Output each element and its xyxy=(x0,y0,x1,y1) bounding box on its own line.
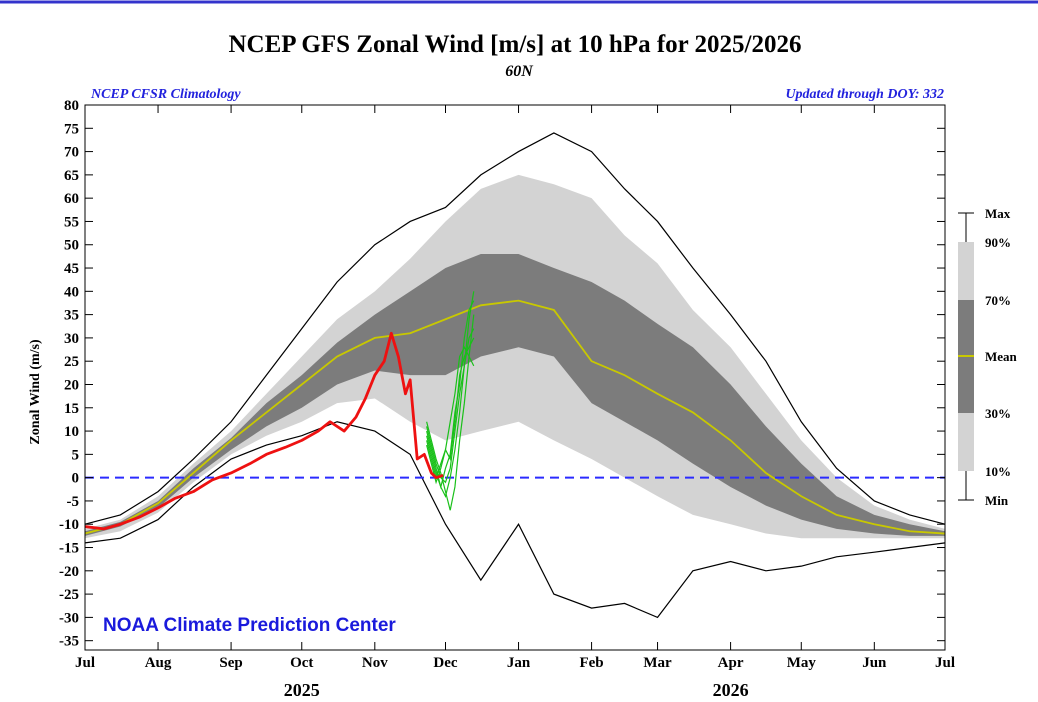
y-tick-label: 35 xyxy=(64,308,79,324)
y-tick-label: 0 xyxy=(72,471,80,487)
y-tick-label: -10 xyxy=(59,517,79,533)
legend-label: Mean xyxy=(985,349,1018,364)
y-tick-label: 60 xyxy=(64,191,79,207)
x-tick-label: Apr xyxy=(718,655,744,671)
climatology-bands xyxy=(85,174,945,539)
legend-10-swatch xyxy=(958,413,974,471)
x-tick-label: Jan xyxy=(507,655,531,671)
data-lines xyxy=(84,132,946,619)
y-tick-label: 65 xyxy=(64,168,79,184)
x-tick-label: Jun xyxy=(862,655,887,671)
noaa-watermark: NOAA Climate Prediction Center xyxy=(103,615,396,636)
legend-90-swatch xyxy=(958,242,974,300)
legend-label: 30% xyxy=(985,406,1011,421)
y-tick-label: -35 xyxy=(59,634,79,650)
legend-label: 70% xyxy=(985,293,1011,308)
x-tick-label: May xyxy=(787,655,817,671)
forecast-member-3 xyxy=(426,314,475,511)
y-tick-label: 15 xyxy=(64,401,79,417)
x-tick-label: Jul xyxy=(75,655,95,671)
band-30-70 xyxy=(85,254,945,536)
y-tick-label: 45 xyxy=(64,261,79,277)
y-axis-label: Zonal Wind (m/s) xyxy=(28,339,43,445)
y-axis: 80757065605550454035302520151050-5-10-15… xyxy=(59,98,945,650)
y-tick-label: 10 xyxy=(64,424,79,440)
forecast-member-2 xyxy=(426,345,475,480)
chart-title: NCEP GFS Zonal Wind [m/s] at 10 hPa for … xyxy=(229,31,802,58)
y-tick-label: 20 xyxy=(64,377,79,393)
year-label: 2025 xyxy=(284,680,320,700)
forecast-member-5 xyxy=(426,328,475,484)
y-tick-label: -20 xyxy=(59,564,79,580)
legend-label: Min xyxy=(985,493,1009,508)
y-tick-label: 5 xyxy=(72,447,80,463)
y-tick-label: 40 xyxy=(64,284,79,300)
updated-note: Updated through DOY: 332 xyxy=(785,87,944,102)
y-tick-label: -15 xyxy=(59,541,79,557)
x-tick-label: Dec xyxy=(433,655,457,671)
y-tick-label: 75 xyxy=(64,121,79,137)
legend-label: 90% xyxy=(985,235,1011,250)
plot-frame xyxy=(84,104,946,651)
x-tick-label: Feb xyxy=(579,655,603,671)
x-axis: Jul Aug Sep Oct Nov Dec Jan Feb Mar Apr May Jun Jul 2… xyxy=(75,105,955,700)
y-tick-label: 50 xyxy=(64,238,79,254)
max-line xyxy=(84,132,946,525)
mean-line xyxy=(84,299,946,535)
x-tick-label: Oct xyxy=(290,655,313,671)
climatology-note: NCEP CFSR Climatology xyxy=(90,87,241,102)
y-tick-label: 25 xyxy=(64,354,79,370)
x-tick-label: Mar xyxy=(643,655,672,671)
y-tick-label: 55 xyxy=(64,214,79,230)
y-tick-label: -5 xyxy=(67,494,80,510)
chart-subtitle: 60N xyxy=(505,63,534,80)
x-tick-label: Jul xyxy=(935,655,955,671)
observed-line xyxy=(84,331,444,531)
y-tick-label: -25 xyxy=(59,587,79,603)
year-label: 2026 xyxy=(713,680,749,700)
legend-label: Max xyxy=(985,206,1011,221)
y-tick-label: 70 xyxy=(64,145,79,161)
legend: Max 90% 70% Mean 30% 10% Min xyxy=(958,206,1018,508)
x-tick-label: Aug xyxy=(145,655,172,671)
min-line xyxy=(84,421,946,619)
y-tick-label: -30 xyxy=(59,610,79,626)
legend-label: 10% xyxy=(985,464,1011,479)
y-tick-label: 80 xyxy=(64,98,79,114)
y-tick-label: 30 xyxy=(64,331,79,347)
x-tick-label: Sep xyxy=(219,655,242,671)
x-tick-label: Nov xyxy=(362,655,388,671)
